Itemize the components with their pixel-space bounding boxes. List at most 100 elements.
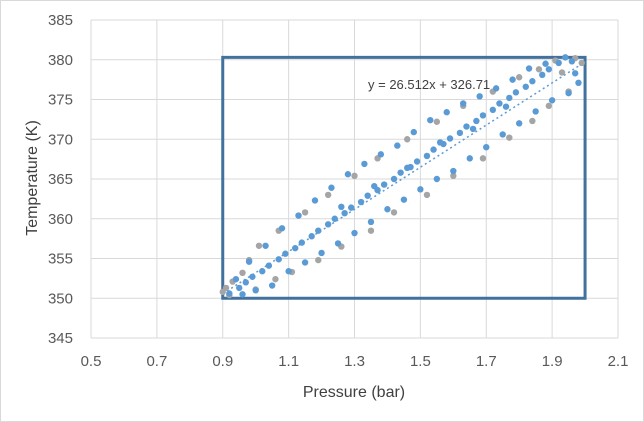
data-point-gray [390,209,398,216]
data-point-blue [575,79,582,87]
data-point-blue [483,144,490,151]
data-point-blue [239,291,246,298]
data-point-blue [371,182,378,190]
data-point-blue [459,100,467,107]
data-point-blue [285,268,292,275]
data-point-blue [397,169,404,176]
data-point-blue [245,258,253,265]
data-point-blue [509,76,516,83]
x-tick-label: 0.7 [146,353,167,370]
data-point-blue [562,54,569,61]
data-point-gray [315,256,322,264]
data-point-gray [367,227,375,234]
data-point-blue [571,70,579,77]
data-point-blue [242,279,250,286]
data-point-blue [311,197,319,204]
data-point-blue [351,229,358,237]
data-point-blue [506,94,513,102]
x-tick-label: 1.3 [344,353,365,370]
data-point-blue [548,97,556,104]
x-tick-label: 2.1 [608,353,629,370]
data-point-blue [318,249,325,257]
data-point-blue [367,218,375,226]
y-tick-label: 375 [48,92,73,109]
trendline-equation: y = 26.512x + 326.71 [368,77,490,92]
data-point-blue [443,109,450,116]
data-point-blue [476,93,483,100]
data-point-blue [328,184,335,191]
tick-label-layer: 0.5 0.7 0.9 1.1 1.3 1.5 1.7 1.9 2.1 345 350 355 360 3… [48,12,628,370]
data-point-blue [413,158,421,165]
data-point-blue [450,167,457,175]
y-tick-label: 345 [48,330,73,347]
data-point-blue [268,282,276,289]
data-point-blue [417,186,424,193]
data-point-blue [492,85,500,92]
data-point-blue [298,239,305,246]
x-tick-label: 1.7 [476,353,497,370]
highlight-box-layer [221,55,587,300]
data-point-blue [502,103,510,110]
data-point-blue [282,250,289,257]
data-point-blue [334,240,342,247]
data-point-blue [295,212,302,219]
data-point-blue [249,273,256,280]
data-point-blue [292,244,299,252]
data-point-blue [390,175,398,183]
x-axis-title: Pressure (bar) [303,384,405,401]
data-point-blue [357,198,365,206]
data-point-gray [324,191,332,199]
data-point-blue [232,275,240,283]
data-point-blue [463,123,470,130]
data-point-blue [301,259,309,266]
data-point-gray [255,242,263,249]
data-point-blue [384,206,391,213]
y-axis-title: Temperature (K) [24,120,41,236]
data-point-blue [446,135,454,142]
data-point-blue [542,60,549,67]
data-point-gray [479,155,487,162]
data-point-blue [545,66,553,73]
y-tick-label: 360 [48,211,73,228]
data-point-blue [529,78,536,85]
data-point-blue [361,160,368,168]
data-point-blue [308,233,315,240]
data-point-blue [344,171,352,178]
x-tick-label: 0.9 [212,353,233,370]
data-point-gray [219,288,226,296]
data-point-gray [239,269,246,277]
data-point-blue [423,152,431,160]
data-point-blue [489,106,497,114]
data-point-blue [512,89,520,96]
data-point-blue [278,225,286,232]
data-point-blue [456,129,464,137]
x-tick-label: 1.5 [410,353,431,370]
data-point-blue [410,128,417,136]
data-point-blue [275,256,282,263]
x-tick-label: 1.9 [542,353,563,370]
data-point-gray [450,172,457,180]
data-point-blue [265,262,273,269]
data-point-blue [539,71,546,79]
x-tick-label: 0.5 [81,353,102,370]
data-point-blue [568,58,576,65]
data-point-blue [380,181,388,188]
data-point-gray [506,134,513,141]
data-point-blue [479,112,487,119]
data-point-blue [499,131,506,138]
data-point-blue [404,164,411,172]
data-point-blue [433,175,441,183]
data-point-gray [404,136,411,143]
data-point-layer [219,54,585,299]
data-point-blue [525,65,533,72]
y-tick-label: 350 [48,290,73,307]
y-tick-label: 365 [48,171,73,188]
data-point-blue [259,268,266,275]
data-point-blue [565,89,572,97]
data-point-blue [377,151,385,158]
data-point-blue [331,215,338,222]
data-point-gray [272,275,279,283]
x-tick-label: 1.1 [278,353,299,370]
data-point-blue [555,59,562,67]
